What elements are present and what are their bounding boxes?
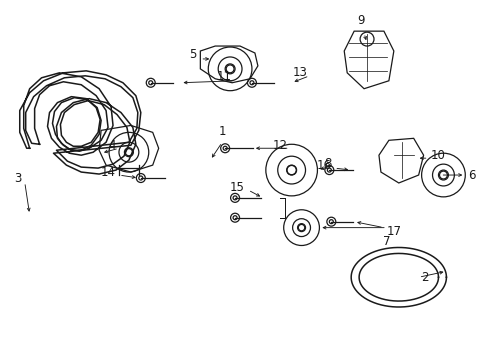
Text: 15: 15 (230, 181, 244, 194)
Text: 11: 11 (217, 70, 232, 83)
Text: 1: 1 (218, 125, 225, 138)
Text: 2: 2 (420, 271, 427, 284)
Text: 13: 13 (292, 66, 307, 79)
Text: 6: 6 (468, 168, 475, 181)
Text: 16: 16 (316, 159, 331, 172)
Text: 9: 9 (357, 14, 364, 27)
Text: 10: 10 (429, 149, 445, 162)
Text: 12: 12 (272, 139, 287, 152)
Text: 14: 14 (101, 166, 116, 179)
Text: 5: 5 (189, 49, 196, 62)
Text: 4: 4 (108, 139, 116, 152)
Text: 17: 17 (386, 225, 401, 238)
Text: 8: 8 (323, 157, 331, 170)
Text: 3: 3 (14, 171, 21, 185)
Text: 7: 7 (383, 235, 390, 248)
